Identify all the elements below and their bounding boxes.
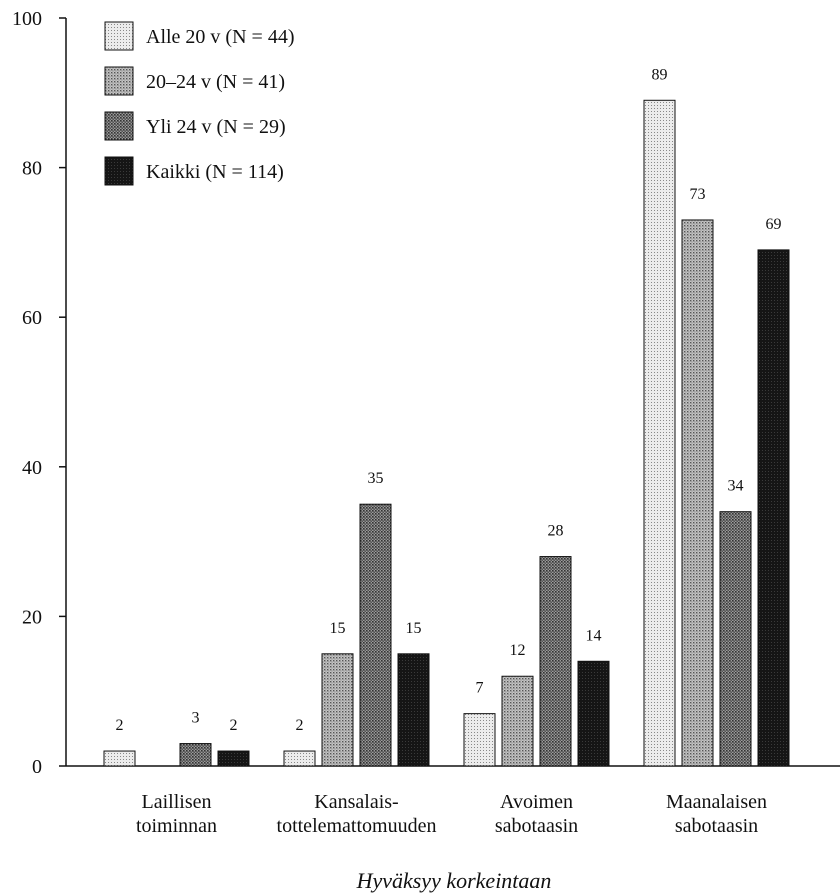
bar-value-label: 89 (652, 66, 668, 83)
category-label: Kansalais- (314, 791, 398, 813)
legend-swatch (104, 21, 134, 51)
bars-group (103, 99, 790, 767)
legend-swatch (104, 111, 134, 141)
bar (463, 713, 496, 767)
category-label: Maanalaisen (666, 791, 767, 813)
bar (103, 750, 136, 767)
bar (643, 99, 676, 767)
bar-value-label: 28 (548, 523, 564, 540)
legend: Alle 20 v (N = 44) 20–24 v (N = 41) Yli 24… (104, 21, 294, 186)
bar (359, 503, 392, 767)
bar-value-label: 7 (476, 680, 484, 697)
category-label: Laillisen (142, 791, 212, 813)
bar-value-label: 2 (296, 717, 304, 734)
bar-value-label: 12 (510, 642, 526, 659)
bar (397, 653, 430, 767)
category-label: toiminnan (136, 815, 217, 837)
bar (179, 743, 212, 767)
bar-value-label: 14 (586, 627, 602, 644)
bar (757, 249, 790, 767)
bar (321, 653, 354, 767)
bar-value-label: 2 (116, 717, 124, 734)
bar (501, 675, 534, 767)
bar-value-label: 34 (728, 478, 744, 495)
bar-value-label: 35 (368, 470, 384, 487)
x-axis-title: Hyväksyy korkeintaan (356, 868, 552, 893)
y-tick-label: 0 (32, 756, 42, 778)
bar (217, 750, 250, 767)
y-tick-label: 60 (22, 307, 42, 329)
bar (681, 219, 714, 767)
category-label: tottelemattomuuden (277, 815, 437, 837)
legend-label: 20–24 v (N = 41) (146, 71, 285, 93)
bar-value-label: 2 (230, 717, 238, 734)
y-axis: 0 20 40 60 80 100 (12, 8, 67, 778)
bar-value-label: 73 (690, 186, 706, 203)
bar (283, 750, 316, 767)
category-label: sabotaasin (495, 815, 578, 837)
bar-value-label: 15 (406, 620, 422, 637)
data-labels-group: 2 2 7 89 15 12 73 3 35 28 34 2 15 14 69 (116, 66, 782, 734)
bar-value-label: 15 (330, 620, 346, 637)
bar (577, 660, 610, 767)
bar-value-label: 69 (766, 216, 782, 233)
legend-label: Kaikki (N = 114) (146, 161, 284, 183)
y-tick-label: 100 (12, 8, 42, 30)
legend-label: Alle 20 v (N = 44) (146, 26, 294, 48)
y-tick-label: 20 (22, 606, 42, 628)
legend-swatch (104, 66, 134, 96)
y-tick-label: 80 (22, 158, 42, 180)
bar (539, 556, 572, 767)
category-label: Avoimen (500, 791, 573, 813)
bar-value-label: 3 (192, 710, 200, 727)
bar (719, 511, 752, 767)
legend-swatch (104, 156, 134, 186)
category-label: sabotaasin (675, 815, 758, 837)
y-tick-label: 40 (22, 457, 42, 479)
legend-label: Yli 24 v (N = 29) (146, 116, 286, 138)
